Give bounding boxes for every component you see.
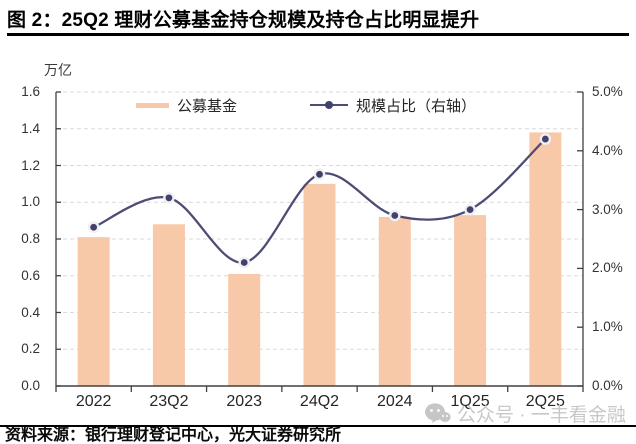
- left-axis-label: 0.0: [21, 378, 40, 393]
- wechat-icon: [425, 402, 451, 423]
- left-axis-label: 1.6: [21, 84, 40, 99]
- x-axis-label: 2024: [376, 393, 413, 410]
- left-axis-label: 0.2: [21, 341, 40, 357]
- left-axis-label: 1.0: [21, 194, 40, 210]
- bar-2Q25: [529, 132, 562, 386]
- figure-title: 图 2：25Q2 理财公募基金持仓规模及持仓占比明显提升: [7, 10, 480, 31]
- source-note: 资料来源：银行理财登记中心，光大证券研究所: [5, 427, 342, 444]
- title-divider: [7, 33, 629, 36]
- marker-24Q2: [313, 168, 326, 181]
- footer-divider: [0, 425, 636, 427]
- bar-23Q2: [152, 224, 185, 386]
- line-series-marker-swatch: [325, 101, 333, 109]
- bar-series-swatch: [136, 102, 169, 108]
- left-axis-label: 1.2: [21, 157, 40, 173]
- left-axis-label: 1.4: [21, 120, 40, 136]
- bar-2024: [378, 216, 411, 386]
- bar-2023: [228, 273, 261, 386]
- bar-2022: [77, 237, 110, 386]
- x-axis-label: 2Q25: [525, 393, 565, 410]
- left-axis-label: 0.8: [21, 231, 40, 246]
- right-axis-label: 0.0%: [592, 378, 623, 393]
- bar-24Q2: [303, 183, 336, 386]
- left-axis-label: 0.6: [21, 267, 40, 283]
- legend-label-line: 规模占比（右轴）: [356, 97, 477, 115]
- x-axis-label: 23Q2: [149, 393, 189, 410]
- right-axis-label: 2.0%: [592, 260, 623, 276]
- bar-1Q25: [454, 215, 487, 386]
- watermark: 公众号 · 一丰看金融: [424, 400, 626, 427]
- marker-2Q25: [539, 133, 552, 145]
- legend-item-line-series: 规模占比（右轴）: [310, 95, 476, 115]
- watermark-text: 公众号 · 一丰看金融: [457, 405, 626, 426]
- chart-legend: 公募基金 规模占比（右轴）: [0, 95, 636, 115]
- marker-2022: [87, 221, 100, 234]
- marker-23Q2: [163, 192, 175, 204]
- legend-label-bar: 公募基金: [177, 97, 238, 115]
- right-axis-label: 4.0%: [592, 142, 623, 158]
- right-axis-label: 1.0%: [592, 319, 623, 335]
- marker-1Q25: [464, 203, 476, 216]
- legend-item-bar-series: 公募基金: [136, 95, 237, 115]
- left-axis-label: 0.4: [21, 304, 40, 320]
- x-axis-label: 2023: [226, 393, 262, 410]
- marker-2024: [388, 209, 401, 222]
- right-axis-label: 3.0%: [592, 201, 623, 217]
- x-axis-label: 2022: [75, 393, 112, 410]
- marker-2023: [238, 256, 251, 269]
- x-axis-label: 24Q2: [299, 393, 340, 410]
- line-series-swatch: [310, 101, 348, 109]
- x-axis-label: 1Q25: [450, 393, 490, 410]
- right-axis-label: 5.0%: [592, 84, 623, 99]
- left-axis-unit-label: 万亿: [44, 62, 72, 78]
